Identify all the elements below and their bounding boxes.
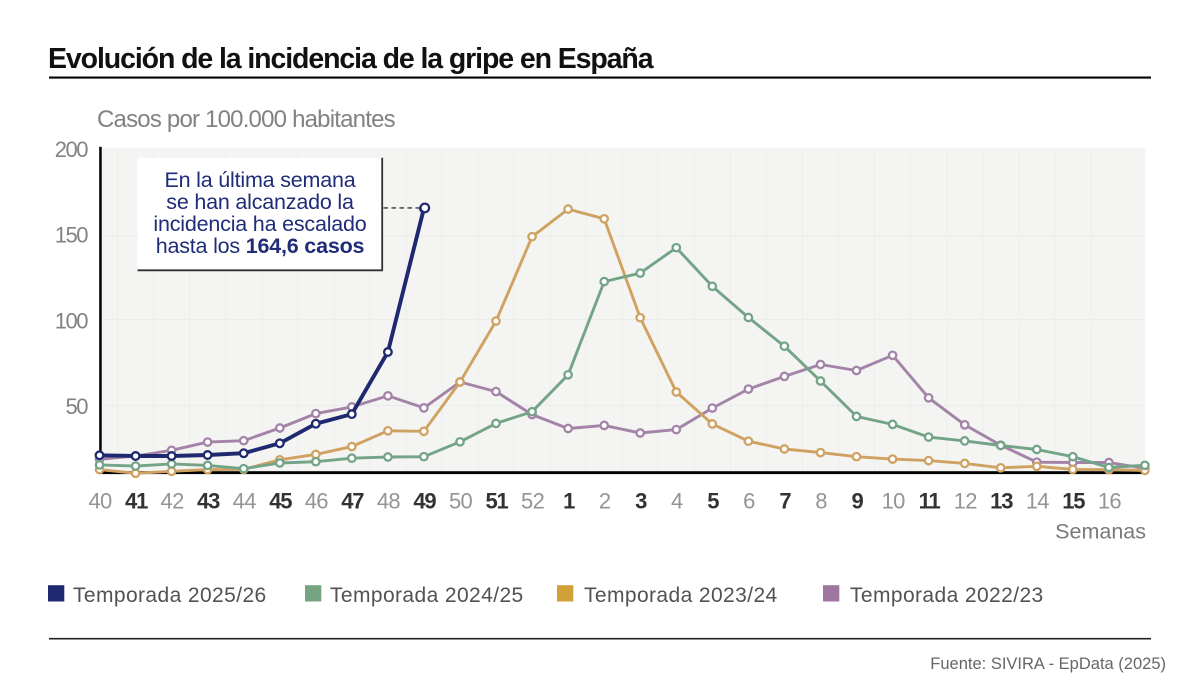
svg-text:43: 43 <box>197 488 220 513</box>
svg-text:47: 47 <box>341 488 364 513</box>
svg-text:100: 100 <box>55 308 88 333</box>
svg-text:Temporada 2023/24: Temporada 2023/24 <box>584 584 778 607</box>
svg-text:16: 16 <box>1098 488 1122 513</box>
svg-text:50: 50 <box>449 488 473 513</box>
svg-text:Evolución de la incidencia de: Evolución de la incidencia de la gripe e… <box>48 43 655 75</box>
svg-text:50: 50 <box>66 394 89 419</box>
svg-text:7: 7 <box>779 488 791 513</box>
svg-text:48: 48 <box>377 488 401 513</box>
svg-text:200: 200 <box>55 137 88 162</box>
svg-text:1: 1 <box>563 488 575 513</box>
svg-text:9: 9 <box>851 488 863 513</box>
svg-text:2: 2 <box>599 488 611 513</box>
svg-text:49: 49 <box>413 488 436 513</box>
svg-text:Temporada 2025/26: Temporada 2025/26 <box>73 584 267 607</box>
svg-text:Casos por 100.000 habitantes: Casos por 100.000 habitantes <box>97 106 396 133</box>
svg-text:4: 4 <box>671 488 683 513</box>
svg-text:41: 41 <box>125 488 148 513</box>
svg-text:44: 44 <box>233 488 257 513</box>
svg-text:En la última semana: En la última semana <box>165 168 356 192</box>
svg-text:12: 12 <box>954 488 978 513</box>
svg-text:hasta los 164,6 casos: hasta los 164,6 casos <box>156 234 365 258</box>
svg-text:42: 42 <box>161 488 185 513</box>
svg-text:51: 51 <box>485 488 508 513</box>
svg-text:15: 15 <box>1062 488 1085 513</box>
svg-text:11: 11 <box>919 488 941 513</box>
svg-text:6: 6 <box>743 488 755 513</box>
svg-text:40: 40 <box>88 488 112 513</box>
svg-text:Temporada 2022/23: Temporada 2022/23 <box>850 584 1044 607</box>
svg-text:incidencia ha escalado: incidencia ha escalado <box>153 212 366 236</box>
svg-text:Fuente: SIVIRA - EpData (2025): Fuente: SIVIRA - EpData (2025) <box>930 655 1166 673</box>
svg-text:52: 52 <box>521 488 545 513</box>
svg-text:Temporada 2024/25: Temporada 2024/25 <box>330 584 524 607</box>
svg-text:46: 46 <box>305 488 329 513</box>
svg-text:45: 45 <box>269 488 292 513</box>
svg-text:se han alcanzado la: se han alcanzado la <box>166 190 354 214</box>
svg-text:5: 5 <box>707 488 719 513</box>
svg-text:10: 10 <box>882 488 906 513</box>
svg-text:Semanas: Semanas <box>1055 520 1146 544</box>
svg-text:14: 14 <box>1026 488 1050 513</box>
svg-text:150: 150 <box>55 223 88 248</box>
svg-text:13: 13 <box>990 488 1013 513</box>
svg-text:3: 3 <box>635 488 647 513</box>
svg-text:8: 8 <box>815 488 827 513</box>
